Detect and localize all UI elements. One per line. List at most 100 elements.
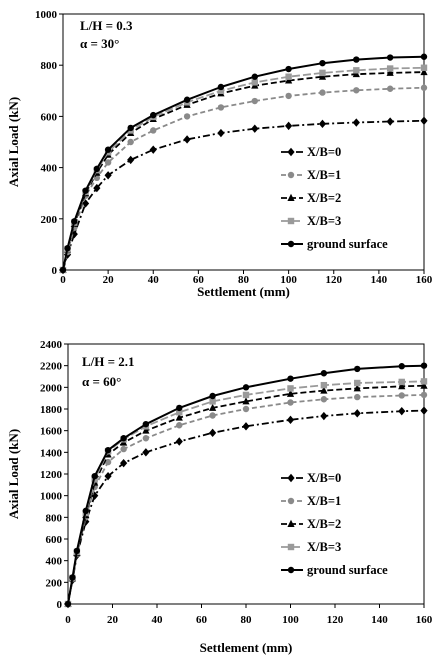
data-point (217, 104, 225, 111)
series-ground-surface (59, 53, 428, 274)
data-point (320, 370, 328, 377)
legend-entry: X/B=1 (281, 168, 341, 182)
data-point (209, 398, 216, 405)
data-point (420, 391, 428, 399)
legend-marker (287, 147, 295, 157)
data-point (386, 85, 394, 92)
data-point (320, 381, 328, 389)
data-point (420, 381, 428, 389)
data-point (142, 435, 150, 442)
data-point (64, 600, 72, 608)
data-point (285, 121, 293, 131)
legend-entry: ground surface (281, 563, 388, 577)
data-point (242, 422, 250, 431)
data-point (242, 384, 250, 391)
y-tick-label: 2200 (40, 361, 63, 373)
data-point (242, 391, 250, 399)
data-point (320, 396, 328, 403)
data-point (287, 375, 294, 382)
data-point (91, 472, 98, 480)
series-ground-surface (64, 362, 428, 608)
data-point (93, 165, 101, 173)
data-point (64, 245, 71, 252)
x-tick-label: 140 (371, 614, 388, 626)
legend-marker (287, 473, 295, 483)
data-point (398, 378, 405, 386)
legend-entry: X/B=0 (281, 471, 341, 485)
data-point (209, 428, 217, 438)
data-point (420, 67, 428, 76)
data-point (285, 73, 292, 80)
data-point (353, 67, 360, 74)
data-point (354, 365, 361, 373)
legend-marker (287, 240, 295, 248)
y-tick-label: 1400 (40, 447, 63, 459)
x-tick-label: 40 (152, 614, 164, 626)
data-point (398, 392, 405, 399)
data-point (93, 183, 101, 193)
data-point (286, 415, 295, 425)
annotation-ratio: L/H = 0.3 (80, 18, 133, 33)
legend-label: ground surface (307, 237, 388, 251)
data-point (82, 187, 89, 194)
y-axis-label: Axial Load (kN) (6, 97, 21, 187)
legend-marker (287, 497, 295, 505)
y-tick-label: 200 (41, 214, 58, 226)
legend-entry: ground surface (281, 237, 388, 251)
data-point (81, 199, 90, 208)
data-point (287, 399, 294, 406)
data-point (120, 435, 127, 442)
data-point (71, 218, 78, 225)
legend-label: X/B=3 (307, 540, 341, 554)
data-point (251, 124, 259, 133)
y-tick-label: 1200 (40, 469, 63, 481)
x-tick-label: 40 (148, 274, 160, 286)
data-point (127, 138, 134, 146)
x-tick-label: 0 (65, 614, 71, 626)
annotation-angle: α = 60° (82, 374, 121, 389)
data-point (209, 403, 217, 411)
data-point (69, 574, 76, 581)
data-point (217, 83, 225, 91)
data-point (420, 406, 428, 415)
data-point (320, 386, 328, 394)
data-point (251, 73, 258, 80)
legend-marker (287, 519, 295, 527)
data-point (183, 135, 191, 144)
series-line (67, 364, 425, 605)
data-point (59, 266, 67, 274)
y-tick-label: 600 (41, 111, 58, 123)
y-tick-label: 1000 (40, 491, 63, 503)
legend-entry: X/B=2 (281, 517, 341, 531)
x-tick-label: 0 (60, 274, 66, 286)
x-tick-label: 100 (282, 614, 299, 626)
y-tick-label: 2000 (40, 382, 63, 394)
data-point (127, 155, 135, 165)
legend-label: X/B=1 (307, 494, 341, 508)
data-point (353, 409, 361, 418)
data-point (251, 79, 258, 86)
data-point (352, 118, 360, 127)
y-tick-label: 600 (46, 534, 63, 546)
data-point (386, 65, 394, 72)
data-point (242, 405, 250, 413)
data-point (70, 229, 78, 239)
x-tick-label: 20 (103, 274, 115, 286)
data-point (320, 411, 328, 421)
data-point (209, 412, 216, 419)
data-point (353, 384, 361, 392)
annotation-ratio: L/H = 2.1 (82, 354, 135, 369)
x-tick-label: 160 (416, 614, 432, 626)
data-point (420, 64, 428, 71)
data-point (175, 413, 183, 421)
x-tick-label: 160 (416, 274, 432, 286)
legend-marker (287, 543, 295, 551)
y-tick-label: 1600 (40, 426, 63, 438)
data-point (104, 159, 112, 166)
data-point (285, 65, 292, 73)
data-point (183, 96, 191, 103)
series-line (62, 66, 425, 271)
x-tick-label: 100 (280, 274, 297, 286)
data-point (183, 113, 191, 120)
